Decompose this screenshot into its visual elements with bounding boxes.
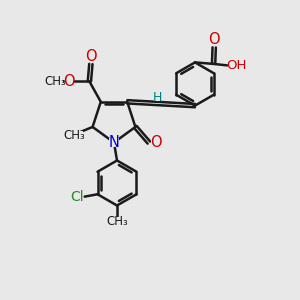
Bar: [154, 94, 161, 101]
Text: CH₃: CH₃: [44, 75, 66, 88]
Bar: [210, 36, 218, 44]
Bar: [47, 77, 63, 86]
Text: CH₃: CH₃: [106, 214, 128, 228]
Bar: [72, 193, 83, 200]
Bar: [87, 52, 95, 60]
Bar: [109, 138, 119, 147]
Text: O: O: [150, 135, 161, 150]
Text: O: O: [63, 74, 74, 89]
Text: OH: OH: [226, 59, 247, 72]
Text: Cl: Cl: [70, 190, 84, 204]
Bar: [108, 217, 126, 225]
Text: O: O: [208, 32, 220, 47]
Bar: [64, 77, 73, 85]
Bar: [151, 139, 160, 146]
Text: O: O: [85, 49, 97, 64]
Text: H: H: [153, 91, 162, 103]
Bar: [65, 131, 83, 140]
Text: N: N: [109, 135, 119, 150]
Bar: [230, 61, 243, 69]
Text: CH₃: CH₃: [63, 129, 85, 142]
